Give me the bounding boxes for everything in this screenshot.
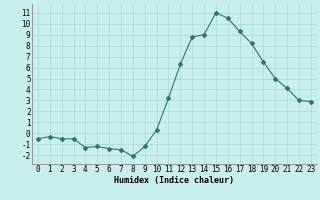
X-axis label: Humidex (Indice chaleur): Humidex (Indice chaleur) [115,176,234,185]
